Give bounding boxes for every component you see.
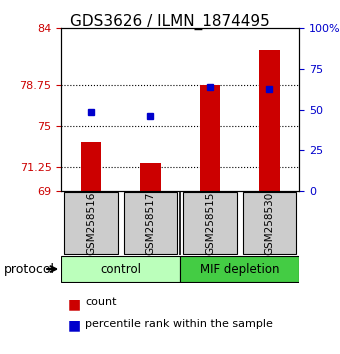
Text: control: control (100, 263, 141, 275)
Bar (140, 163, 161, 191)
Text: GSM258517: GSM258517 (146, 191, 155, 255)
Text: GSM258530: GSM258530 (265, 192, 274, 255)
Text: count: count (85, 297, 117, 307)
Bar (259, 50, 280, 191)
FancyBboxPatch shape (124, 193, 177, 253)
Text: protocol: protocol (3, 263, 54, 275)
FancyBboxPatch shape (61, 256, 180, 282)
FancyBboxPatch shape (183, 193, 237, 253)
Bar (81, 142, 101, 191)
Text: ■: ■ (68, 319, 81, 333)
Text: GSM258516: GSM258516 (86, 191, 96, 255)
Text: ■: ■ (68, 297, 81, 312)
FancyBboxPatch shape (64, 193, 118, 253)
Bar (200, 85, 220, 191)
FancyBboxPatch shape (180, 256, 299, 282)
Text: GDS3626 / ILMN_1874495: GDS3626 / ILMN_1874495 (70, 14, 270, 30)
FancyBboxPatch shape (243, 193, 296, 253)
Text: percentile rank within the sample: percentile rank within the sample (85, 319, 273, 329)
Text: GSM258515: GSM258515 (205, 191, 215, 255)
Text: MIF depletion: MIF depletion (200, 263, 279, 275)
